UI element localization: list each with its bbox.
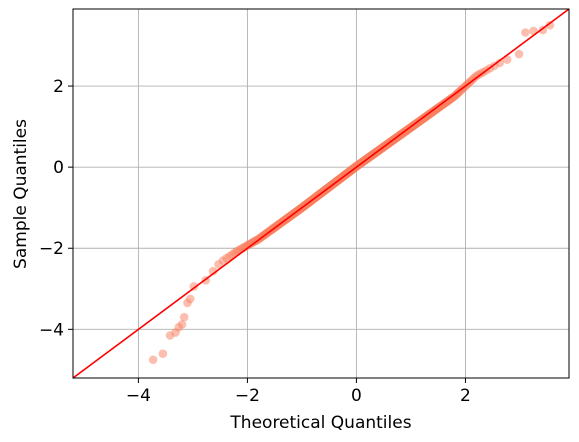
data-point-outlier-6 [179, 312, 189, 322]
data-point-outlier-12 [545, 20, 555, 30]
plot-frame [72, 8, 570, 379]
data-point-outlier-1 [158, 349, 168, 358]
data-point [495, 58, 505, 68]
y-axis-ticks: −4 −2 0 2 [39, 77, 73, 340]
data-point-outlier-0 [148, 355, 158, 365]
data-point-outlier-5 [177, 320, 187, 329]
x-tick-label-3: 2 [460, 386, 471, 406]
data-point [208, 266, 218, 276]
data-point-outlier-8 [185, 294, 195, 304]
x-axis-ticks: −4 −2 0 2 [126, 378, 471, 406]
y-axis-label: Sample Quantiles [11, 119, 31, 269]
data-point-outlier-11 [538, 25, 548, 35]
y-tick-label-0: −4 [39, 320, 64, 340]
x-tick-label-0: −4 [126, 386, 151, 406]
y-tick-label-1: −2 [39, 239, 64, 259]
x-tick-label-1: −2 [235, 386, 260, 406]
x-axis-label: Theoretical Quantiles [229, 413, 411, 433]
grid-lines [73, 9, 569, 378]
data-point [514, 49, 524, 59]
y-tick-label-3: 2 [53, 77, 64, 97]
data-point-outlier-9 [521, 28, 530, 37]
reference-line [72, 8, 570, 379]
x-tick-label-2: 0 [351, 386, 362, 406]
data-point [189, 282, 199, 291]
reference-line-group [72, 8, 570, 379]
y-tick-label-2: 0 [53, 158, 64, 178]
